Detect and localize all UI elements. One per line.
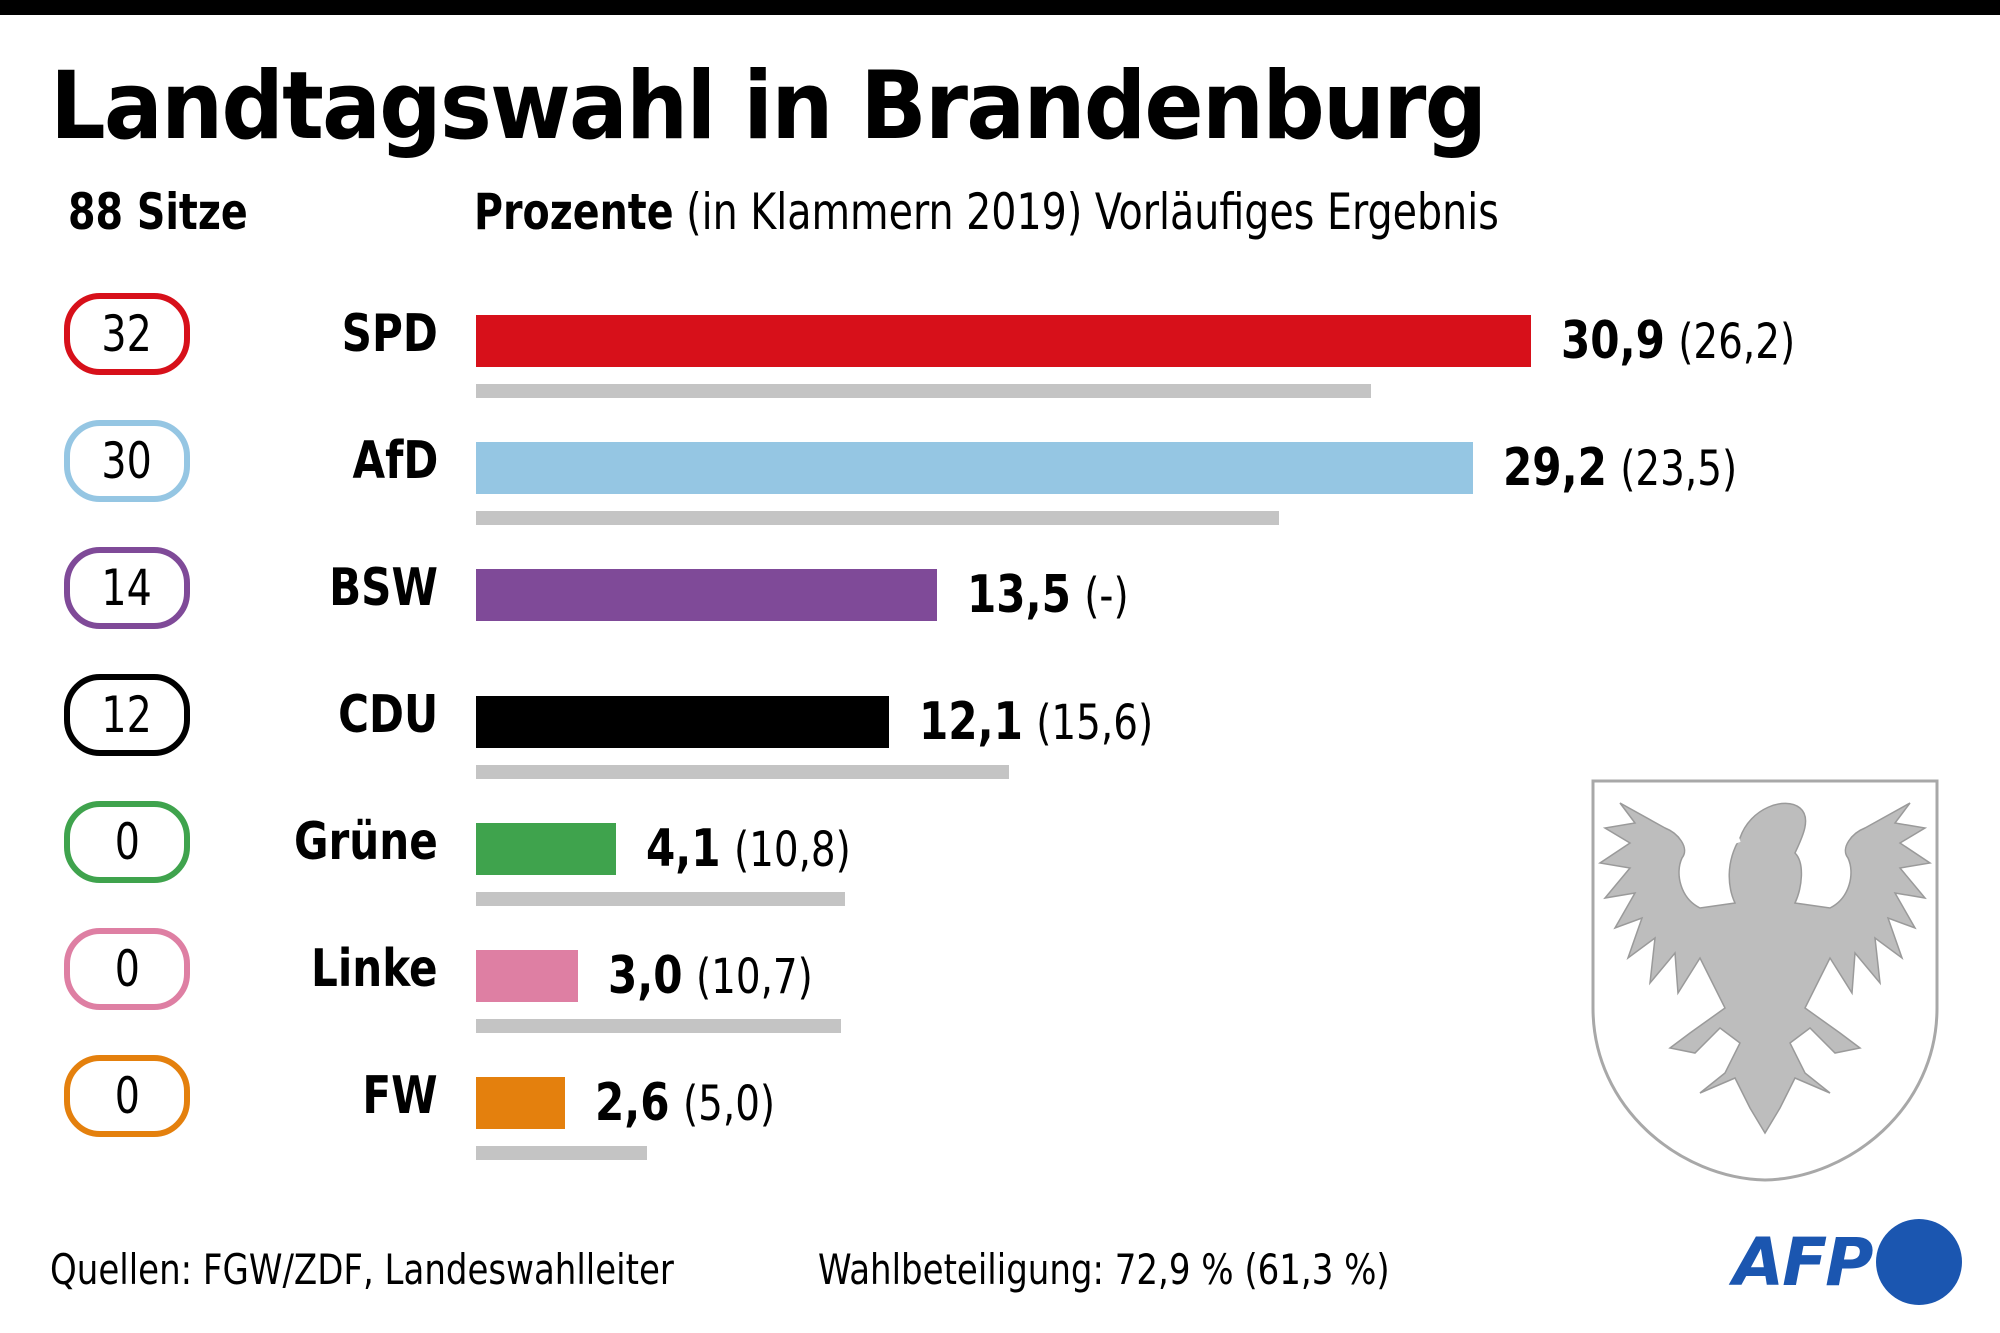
seat-count-badge: 12 [64,674,190,756]
bar-2024 [476,315,1532,367]
value-2019: (26,2) [1678,314,1796,370]
bar-2024 [476,569,938,621]
afp-logo-text: AFP [1733,1223,1874,1301]
afp-logo-icon: AFP [1733,1219,1962,1305]
value-label: 12,1 (15,6) [919,692,1153,752]
value-label: 4,1 (10,8) [646,819,851,879]
value-2024: 30,9 [1561,311,1666,371]
seat-count-badge: 30 [64,420,190,502]
party-label: FW [362,1066,438,1126]
value-2024: 4,1 [646,819,721,879]
value-label: 3,0 (10,7) [608,946,813,1006]
seat-count-badge: 32 [64,293,190,375]
percent-heading-bold: Prozente [474,183,674,241]
sources-note: Quellen: FGW/ZDF, Landeswahlleiter [50,1245,674,1294]
value-label: 13,5 (-) [967,565,1129,625]
chart-row: 12 CDU 12,1 (15,6) [0,674,2000,794]
percent-heading-rest: (in Klammern 2019) Vorläufiges Ergebnis [673,183,1499,241]
seats-heading: 88 Sitze [68,183,248,241]
party-label: CDU [337,685,438,745]
party-label: Grüne [294,812,438,872]
top-rule [0,0,2000,15]
value-2024: 13,5 [967,565,1071,625]
value-2024: 29,2 [1503,438,1608,498]
value-2019: (5,0) [682,1076,775,1132]
seat-count-badge: 14 [64,547,190,629]
bar-2019 [476,765,1009,779]
chart-row: 30 AfD 29,2 (23,5) [0,420,2000,540]
seat-count: 30 [101,432,153,490]
afp-logo-dot [1875,1219,1962,1305]
chart-row: 0 Grüne 4,1 (10,8) [0,801,2000,921]
bar-2024 [476,442,1474,494]
value-2024: 12,1 [919,692,1024,752]
chart-row: 0 FW 2,6 (5,0) [0,1055,2000,1175]
seat-count: 0 [114,940,140,998]
chart-row: 14 BSW 13,5 (-) [0,547,2000,667]
party-label: SPD [341,304,438,364]
bar-2019 [476,511,1279,525]
value-2019: (23,5) [1620,441,1738,497]
bar-2019 [476,1146,647,1160]
bar-2019 [476,892,845,906]
seat-count: 0 [114,813,140,871]
value-label: 2,6 (5,0) [595,1073,775,1133]
brandenburg-eagle-crest-icon [1591,779,1939,1182]
value-2019: (10,8) [733,822,851,878]
seat-count: 32 [101,305,153,363]
value-2019: (-) [1084,568,1129,624]
value-label: 30,9 (26,2) [1561,311,1795,371]
seat-count: 0 [114,1067,140,1125]
percent-heading: Prozente (in Klammern 2019) Vorläufiges … [474,183,1499,241]
party-label: AfD [352,431,438,491]
value-2024: 2,6 [594,1073,670,1133]
seat-count-badge: 0 [64,1055,190,1137]
value-2019: (10,7) [696,949,814,1005]
seat-count: 14 [101,559,153,617]
chart-row: 32 SPD 30,9 (26,2) [0,293,2000,413]
seat-count: 12 [101,686,153,744]
party-label: Linke [311,939,438,999]
value-label: 29,2 (23,5) [1503,438,1737,498]
chart-row: 0 Linke 3,0 (10,7) [0,928,2000,1048]
chart-title: Landtagswahl in Brandenburg [50,52,1487,161]
turnout-note: Wahlbeteiligung: 72,9 % (61,3 %) [818,1245,1390,1294]
value-2024: 3,0 [608,946,684,1006]
bar-2024 [476,696,890,748]
bar-2024 [476,823,616,875]
value-2019: (15,6) [1036,695,1154,751]
bar-2024 [476,950,579,1002]
bar-2019 [476,1019,842,1033]
seat-count-badge: 0 [64,928,190,1010]
bar-2019 [476,384,1371,398]
bar-2024 [476,1077,565,1129]
party-label: BSW [329,558,438,618]
seat-count-badge: 0 [64,801,190,883]
